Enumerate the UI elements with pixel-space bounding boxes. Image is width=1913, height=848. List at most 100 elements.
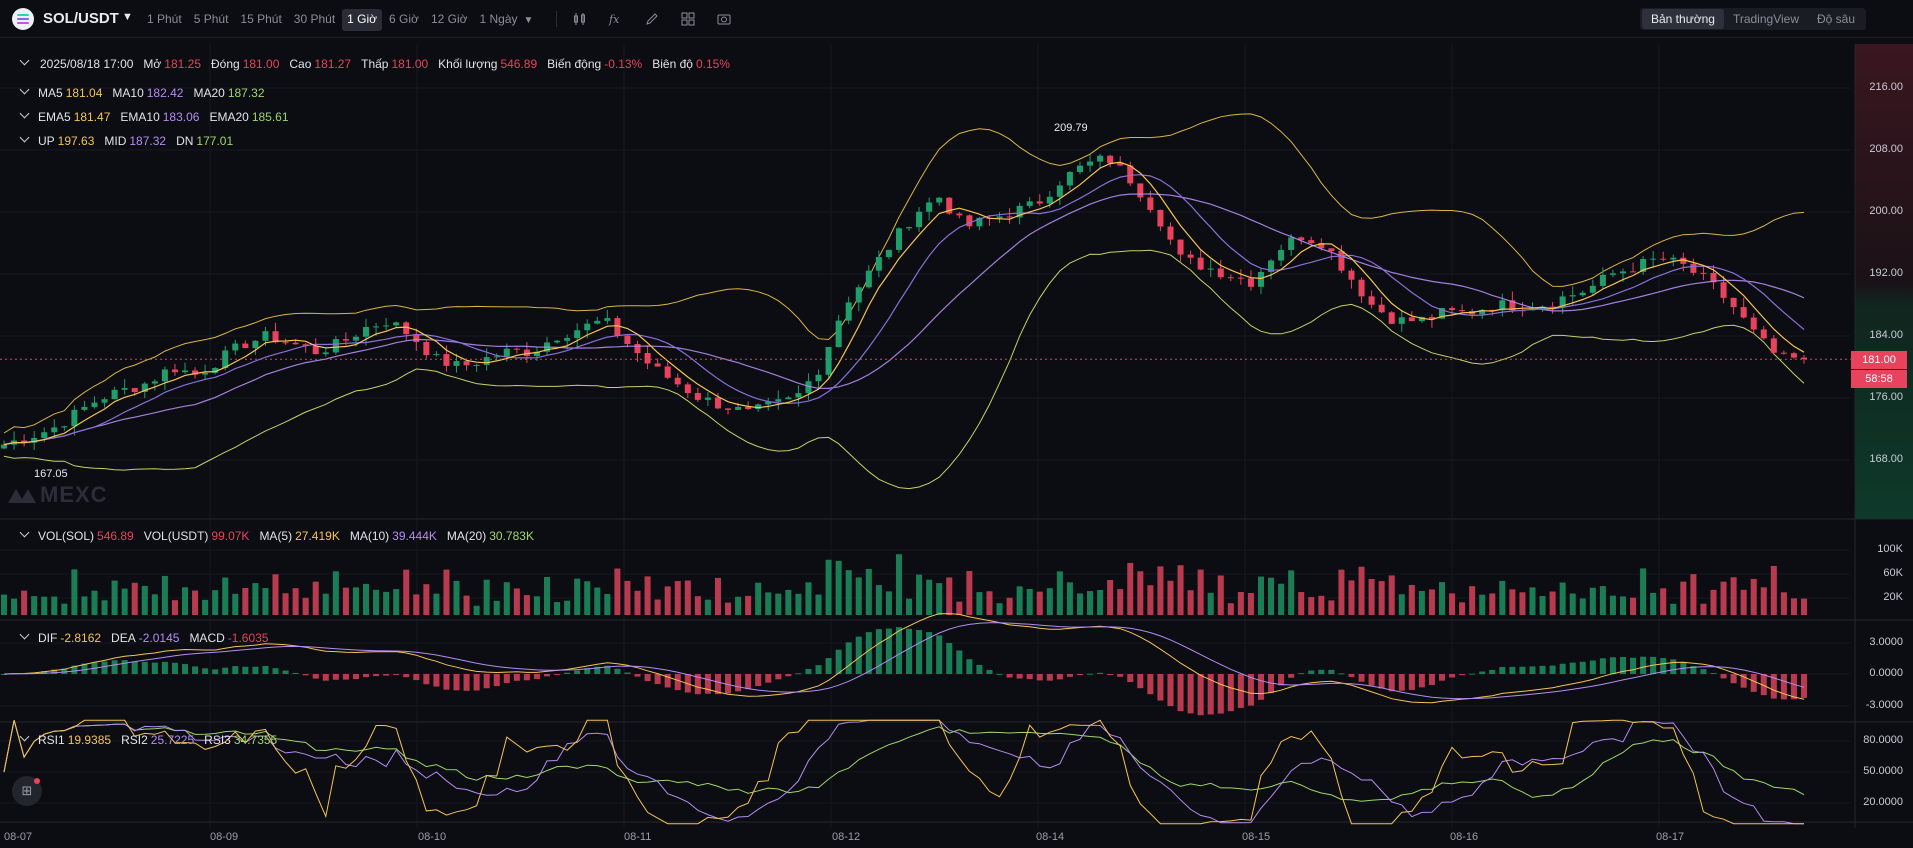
candle-body xyxy=(181,370,189,373)
macd-histogram-bar xyxy=(1117,674,1124,677)
caret-down-icon[interactable]: ▼ xyxy=(122,11,133,23)
macd-histogram-bar xyxy=(262,665,269,674)
candle-body xyxy=(383,325,390,327)
view-tab[interactable]: TradingView xyxy=(1732,12,1799,26)
volume-bar xyxy=(1338,569,1345,615)
candle-body xyxy=(1117,163,1124,166)
volume-bar xyxy=(895,554,902,615)
candle-body xyxy=(1036,201,1043,204)
candle-body xyxy=(523,349,530,357)
volume-bar xyxy=(161,575,168,615)
candle-body xyxy=(1479,309,1486,315)
macd-histogram-bar xyxy=(1398,674,1405,691)
macd-histogram-bar xyxy=(1227,674,1234,712)
candle-body xyxy=(1298,237,1305,241)
candle-body xyxy=(463,361,470,366)
volume-bar xyxy=(1237,591,1244,615)
caret-down-icon[interactable]: ▼ xyxy=(523,15,534,26)
macd-histogram-bar xyxy=(815,665,822,674)
volume-bar xyxy=(654,599,661,615)
rsi1-label: RSI1 xyxy=(38,733,65,747)
last-price-tag: 181.00 xyxy=(1851,351,1907,369)
layout-grid-icon[interactable] xyxy=(678,9,698,29)
interval-tab[interactable]: 12 Giờ xyxy=(430,12,468,26)
interval-tab[interactable]: 6 Giờ xyxy=(389,12,419,26)
time-tick-label: 08-16 xyxy=(1450,831,1479,843)
view-tab[interactable]: Bản thường xyxy=(1642,9,1724,29)
volume-bar xyxy=(1770,565,1777,615)
interval-tab[interactable]: 5 Phút xyxy=(193,12,229,26)
interval-tab[interactable]: 1 Ngày ▼ xyxy=(479,12,534,26)
candle-body xyxy=(805,381,812,394)
volume-bar xyxy=(1690,574,1697,615)
candle-body xyxy=(1237,277,1244,279)
macd-histogram-bar xyxy=(1700,669,1707,674)
candle-body xyxy=(1720,282,1727,298)
ma5-line xyxy=(3,161,1805,446)
volume-bar xyxy=(352,587,359,615)
candle-body xyxy=(916,211,923,228)
rsi3-label: RSI3 xyxy=(204,733,231,747)
volume-bar xyxy=(91,590,98,615)
macd-histogram-bar xyxy=(302,674,309,676)
candle-body xyxy=(1006,216,1013,218)
macd-histogram-bar xyxy=(574,670,581,674)
macd-histogram-bar xyxy=(1298,673,1305,675)
macd-histogram-bar xyxy=(855,636,862,674)
volume-bar xyxy=(473,605,480,615)
volume-bar xyxy=(1157,566,1164,615)
macd-histogram-bar xyxy=(1308,670,1315,674)
candle-body xyxy=(1167,226,1174,240)
change-value: -0.13% xyxy=(604,57,643,71)
view-mode-switch: Bản thường TradingView Độ sâu xyxy=(1640,8,1867,30)
boll-lower-line xyxy=(3,249,1805,490)
ema20-label: EMA20 xyxy=(209,110,249,124)
volume-bar xyxy=(383,591,390,615)
macd-histogram-bar xyxy=(111,660,118,674)
candle-body xyxy=(1630,271,1637,273)
volume-bar xyxy=(775,593,782,615)
time-tick-label: 08-17 xyxy=(1656,831,1685,843)
interval-tab[interactable]: 30 Phút xyxy=(293,12,336,26)
candle-type-icon[interactable] xyxy=(570,9,590,29)
macd-histogram-bar xyxy=(795,673,802,675)
volume-bar xyxy=(302,597,309,615)
volume-bar xyxy=(513,588,520,615)
volume-tick-label: 60K xyxy=(1883,567,1903,579)
camera-icon[interactable] xyxy=(714,9,734,29)
svg-text:fx: fx xyxy=(608,13,620,26)
volume-bar xyxy=(1489,593,1496,615)
candle-body xyxy=(885,249,892,258)
solana-logo-icon xyxy=(12,8,34,30)
candle-body xyxy=(644,353,651,364)
interval-tab[interactable]: 15 Phút xyxy=(240,12,282,26)
volume-bar xyxy=(282,593,289,615)
candle-body xyxy=(1107,155,1114,164)
macd-histogram-bar xyxy=(1026,674,1033,680)
macd-histogram-bar xyxy=(765,674,772,683)
candle-body xyxy=(1016,205,1023,218)
volume-bar xyxy=(594,587,601,615)
volume-bar xyxy=(342,587,349,615)
interval-tab[interactable]: 1 Phút xyxy=(147,12,182,26)
interval-tab[interactable]: 1 Giờ xyxy=(342,9,383,31)
high-annotation: 209.79 xyxy=(1054,122,1088,134)
indicator-fx-icon[interactable]: fx xyxy=(606,9,626,29)
candle-body xyxy=(1710,273,1717,283)
volume-bar xyxy=(393,589,400,615)
macd-histogram-bar xyxy=(1368,674,1375,686)
view-tab[interactable]: Độ sâu xyxy=(1817,12,1856,26)
candle-body xyxy=(845,302,852,321)
symbol-selector[interactable]: SOL/USDT xyxy=(43,10,119,27)
vol-ma20-value: 30.783K xyxy=(489,529,534,543)
candle-body xyxy=(1378,304,1385,313)
volume-bar xyxy=(1207,592,1214,615)
rsi-legend: RSI1 19.9385 RSI2 25.7225 RSI3 34.7355 xyxy=(38,733,287,747)
candle-body xyxy=(1680,257,1687,264)
draw-pen-icon[interactable] xyxy=(642,9,662,29)
vol-ma10-label: MA(10) xyxy=(349,529,390,543)
macd-histogram-bar xyxy=(714,674,721,695)
macd-histogram-bar xyxy=(996,673,1003,675)
candle-body xyxy=(855,287,862,303)
